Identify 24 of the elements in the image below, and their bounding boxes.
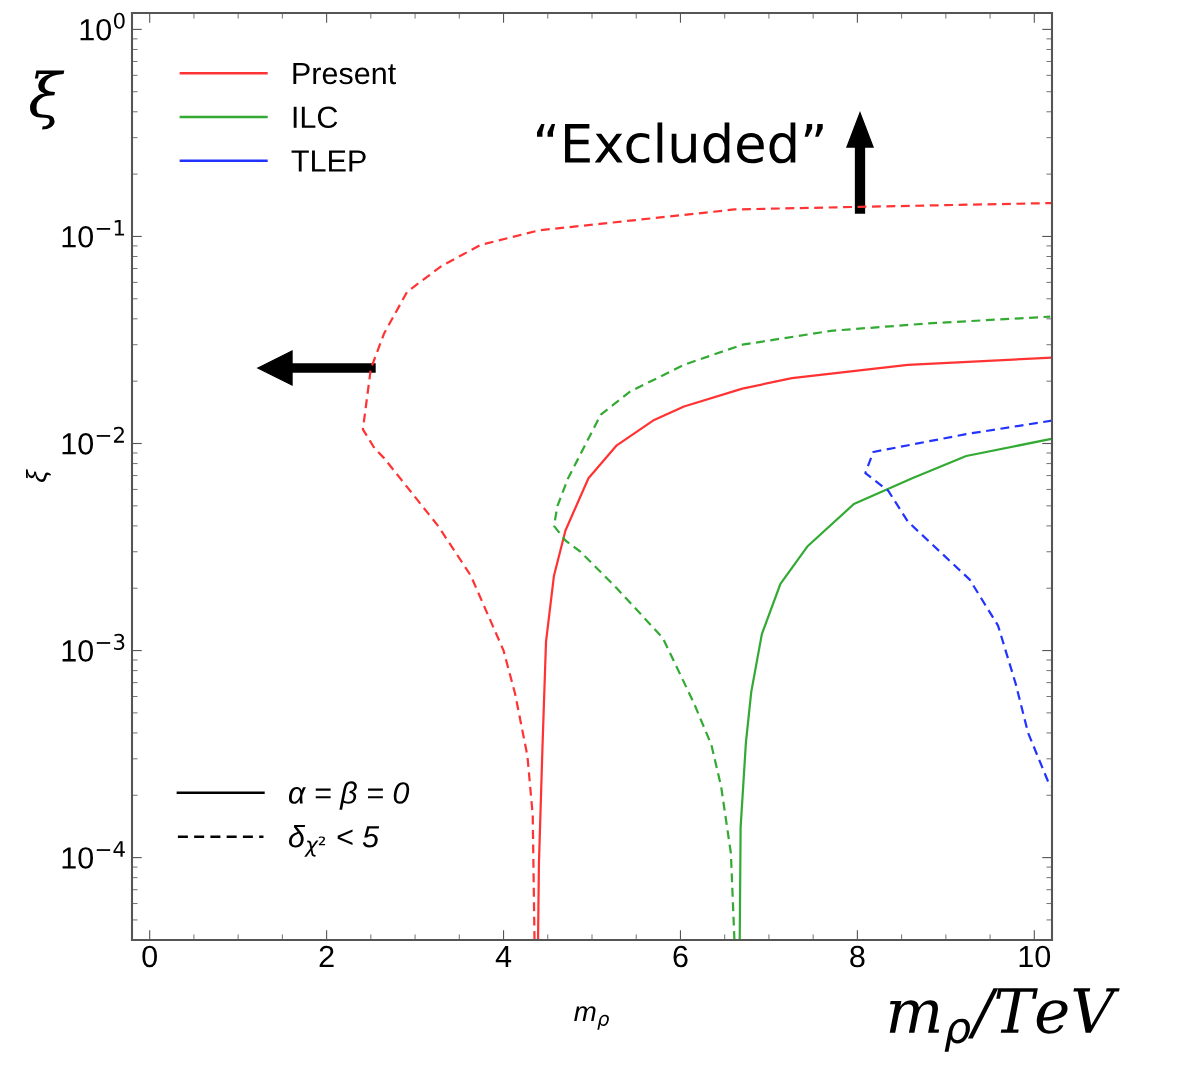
legend-label: TLEP [291, 150, 366, 172]
x-axis-title: m$_{ρ}$ [574, 1006, 609, 1030]
text: m$_{ρ}$/TeV [889, 988, 1120, 1052]
x-tick-label: 10 [1019, 945, 1051, 968]
legend-label: ILC [293, 106, 338, 129]
y-tick-label: 10$^{0}$ [80, 12, 125, 41]
annotation: α = β = 0 [288, 781, 410, 810]
line-series [738, 438, 1052, 940]
y-axis-title: ξ [25, 469, 52, 482]
y-tick-label: 10$^{−3}$ [62, 633, 125, 662]
x-tick-label: 0 [142, 945, 157, 968]
y-tick-label: 10$^{−4}$ [62, 841, 125, 869]
x-tick-label: 6 [673, 945, 688, 968]
text: ξ [29, 70, 65, 130]
x-tick-label: 4 [495, 945, 512, 967]
line-series [864, 419, 1052, 788]
x-tick-label: 2 [319, 945, 334, 967]
legend-label: Present [293, 63, 396, 85]
x-tick-label: 8 [850, 945, 865, 968]
annotation: δ$_{χ²}$ < 5 [288, 825, 380, 857]
y-tick-label: 10$^{−1}$ [62, 220, 125, 248]
line-series [361, 201, 1052, 940]
annotation: “Excluded” [537, 122, 823, 164]
y-tick-label: 10$^{−2}$ [62, 426, 124, 455]
